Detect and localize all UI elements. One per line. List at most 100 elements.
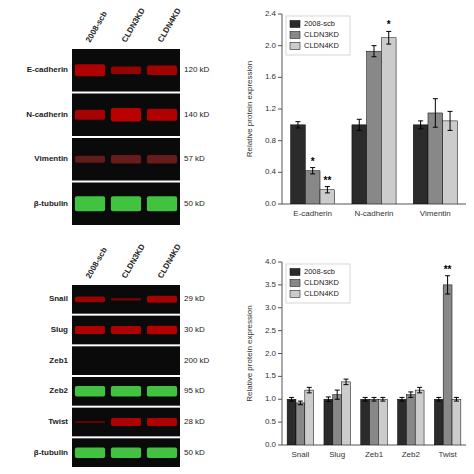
x-tick-label: Slug — [329, 450, 345, 459]
error-cap — [448, 111, 453, 112]
row-label: E-cadherin — [27, 65, 68, 74]
figure: 2008-scbCLDN3KDCLDN4KDE-cadherin120 kDN-… — [0, 0, 474, 474]
error-cap — [326, 401, 331, 402]
error-line — [419, 387, 420, 392]
row-label: β-tubulin — [34, 199, 68, 208]
y-axis-label: Relative protein expression — [245, 61, 254, 158]
row-label: N-cadherin — [26, 110, 68, 119]
blot-panel: 2008-scbCLDN3KDCLDN4KDE-cadherin120 kDN-… — [26, 6, 209, 225]
band — [75, 386, 105, 396]
legend-swatch — [290, 43, 300, 50]
error-cap — [295, 121, 300, 122]
bar-chart: 0.00.40.81.21.62.02.4Relative protein ex… — [245, 9, 466, 218]
bar — [305, 390, 314, 445]
error-cap — [445, 294, 450, 295]
error-bar — [344, 379, 349, 384]
error-cap — [372, 401, 377, 402]
error-cap — [454, 397, 459, 398]
band — [111, 360, 141, 361]
error-cap — [310, 167, 315, 168]
y-tick-label: 1.6 — [265, 72, 277, 81]
y-tick-label: 1.2 — [265, 104, 277, 113]
y-tick — [278, 14, 282, 15]
band — [111, 447, 141, 457]
bar — [413, 125, 428, 204]
x-tick-label: Twist — [438, 450, 457, 459]
annotation: * — [311, 156, 315, 167]
bar — [367, 51, 382, 204]
legend-label: 2008-scb — [304, 19, 335, 28]
error-bar — [357, 119, 362, 130]
bar — [370, 399, 379, 445]
band — [75, 196, 105, 211]
band — [75, 447, 105, 457]
error-cap — [386, 31, 391, 32]
band — [147, 360, 177, 361]
error-cap — [363, 397, 368, 398]
bar — [406, 395, 415, 445]
error-cap — [372, 56, 377, 57]
error-line — [300, 401, 301, 405]
band — [111, 108, 141, 122]
error-cap — [295, 128, 300, 129]
error-cap — [417, 387, 422, 388]
y-tick-label: 0.4 — [265, 167, 277, 176]
band — [147, 109, 177, 121]
bar — [443, 285, 452, 445]
error-cap — [436, 401, 441, 402]
y-tick-label: 2.4 — [265, 9, 277, 18]
error-line — [410, 392, 411, 397]
error-cap — [289, 397, 294, 398]
y-tick — [278, 445, 282, 446]
error-line — [435, 99, 436, 128]
band — [147, 196, 177, 211]
error-bar — [307, 387, 312, 392]
row-label: Twist — [48, 417, 68, 426]
lane-label: CLDN4KD — [156, 242, 183, 280]
y-tick-label: 3.0 — [265, 303, 277, 312]
blot-strip — [72, 138, 180, 181]
error-bar — [289, 397, 294, 401]
error-bar — [372, 46, 377, 57]
error-bar — [310, 168, 315, 174]
lane-label: CLDN3KD — [120, 6, 147, 44]
band — [111, 155, 141, 163]
legend-label: CLDN3KD — [304, 278, 340, 287]
error-cap — [386, 44, 391, 45]
error-bar — [454, 397, 459, 401]
error-cap — [335, 390, 340, 391]
error-line — [456, 397, 457, 401]
error-cap — [436, 397, 441, 398]
y-tick — [278, 307, 282, 308]
legend-label: 2008-scb — [304, 267, 335, 276]
error-bar — [417, 387, 422, 392]
bar — [333, 395, 342, 445]
error-line — [309, 387, 310, 392]
blot-strip — [72, 49, 180, 92]
legend-box — [286, 264, 350, 303]
error-bar — [298, 401, 303, 405]
blot-strip — [72, 285, 180, 314]
annotation: ** — [323, 175, 331, 186]
row-label: Snail — [49, 294, 68, 303]
lane-label: CLDN4KD — [156, 6, 183, 44]
band — [75, 326, 105, 334]
kd-label: 28 kD — [184, 417, 205, 426]
y-tick-label: 3.5 — [265, 280, 277, 289]
x-tick-label: Snail — [292, 450, 310, 459]
error-cap — [344, 379, 349, 380]
annotation: ** — [444, 264, 452, 275]
legend-swatch — [290, 291, 300, 298]
error-bar — [363, 397, 368, 401]
bar — [452, 399, 461, 445]
band — [147, 418, 177, 426]
band — [111, 386, 141, 396]
y-tick — [278, 422, 282, 423]
band — [75, 156, 105, 163]
band — [75, 110, 105, 120]
x-tick-label: N-cadherin — [354, 209, 393, 218]
row-label: Zeb1 — [49, 356, 68, 365]
legend-swatch — [290, 269, 300, 276]
blot-strip — [72, 94, 180, 137]
bar — [434, 399, 443, 445]
